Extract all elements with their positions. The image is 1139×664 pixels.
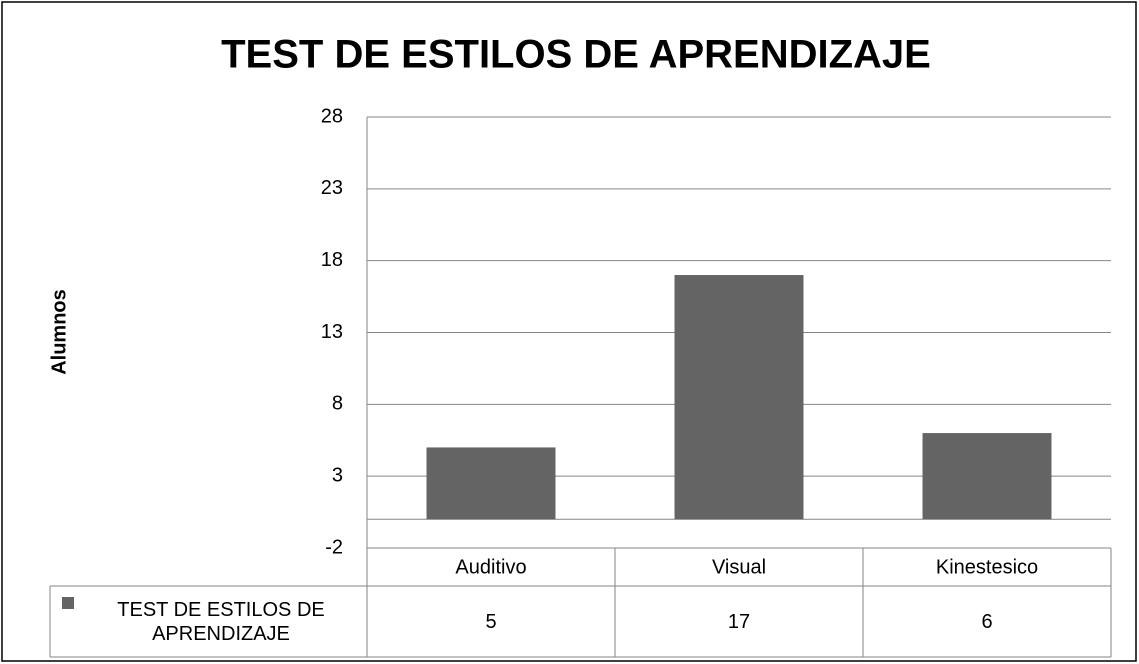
table-value: 6: [981, 611, 992, 633]
y-tick-label: -2: [325, 536, 343, 558]
legend-label: TEST DE ESTILOS DE APRENDIZAJE: [117, 598, 325, 645]
bar: [674, 275, 804, 520]
y-tick-label: 8: [332, 393, 343, 415]
y-tick-label: 3: [332, 464, 343, 486]
bar: [426, 447, 556, 520]
y-axis-label: Alumnos: [48, 289, 70, 375]
y-tick-label: 13: [321, 321, 343, 343]
legend-swatch: [62, 597, 74, 609]
x-tick-label: Visual: [712, 556, 766, 578]
y-tick-label: 18: [321, 249, 343, 271]
table-value: 17: [728, 611, 750, 633]
table-value: 5: [485, 611, 496, 633]
chart-title: TEST DE ESTILOS DE APRENDIZAJE: [221, 33, 931, 77]
y-tick-label: 23: [321, 177, 343, 199]
x-tick-label: Auditivo: [455, 556, 526, 578]
y-tick-label: 28: [321, 105, 343, 127]
bar: [922, 433, 1052, 520]
x-tick-label: Kinestesico: [936, 556, 1038, 578]
